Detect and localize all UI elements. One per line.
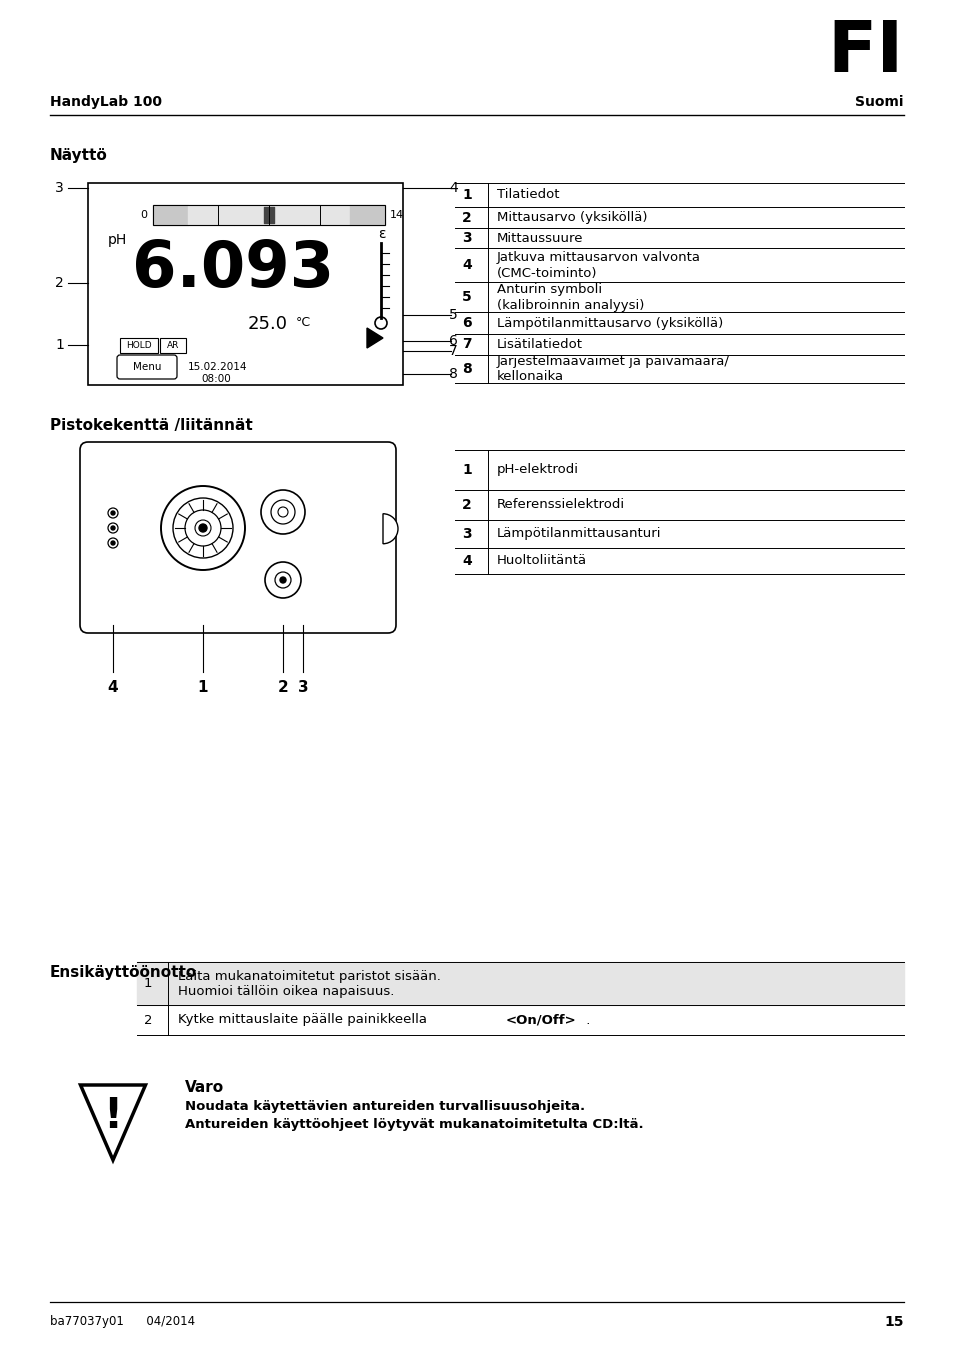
Text: Kytke mittauslaite päälle painikkeella: Kytke mittauslaite päälle painikkeella <box>178 1014 431 1026</box>
Circle shape <box>111 541 115 545</box>
Text: Anturin symboli
(kalibroinnin analyysi): Anturin symboli (kalibroinnin analyysi) <box>497 282 643 312</box>
Text: ε: ε <box>377 227 385 242</box>
Text: 3: 3 <box>461 231 471 244</box>
Text: Lämpötilanmittausanturi: Lämpötilanmittausanturi <box>497 528 660 540</box>
Text: 1: 1 <box>55 338 64 352</box>
Text: 0: 0 <box>140 211 147 220</box>
Text: Varo: Varo <box>185 1080 224 1095</box>
Text: 6: 6 <box>449 333 457 348</box>
Bar <box>88 184 402 385</box>
Text: 15.02.2014: 15.02.2014 <box>188 362 247 373</box>
Text: 1: 1 <box>461 463 471 477</box>
Wedge shape <box>382 514 397 544</box>
Circle shape <box>280 576 286 583</box>
Circle shape <box>111 526 115 531</box>
FancyBboxPatch shape <box>80 441 395 633</box>
Text: Noudata käytettävien antureiden turvallisuusohjeita.: Noudata käytettävien antureiden turvalli… <box>185 1100 584 1112</box>
Text: Mittausarvo (yksiköllä): Mittausarvo (yksiköllä) <box>497 211 647 224</box>
Text: 2: 2 <box>461 211 471 224</box>
Text: Pistokekenttä /liitännät: Pistokekenttä /liitännät <box>50 418 253 433</box>
Text: FI: FI <box>827 18 903 86</box>
Text: Antureiden käyttöohjeet löytyvät mukanatoimitetulta CD:ltä.: Antureiden käyttöohjeet löytyvät mukanat… <box>185 1118 643 1131</box>
Text: Suomi: Suomi <box>855 95 903 109</box>
FancyBboxPatch shape <box>117 355 177 379</box>
Text: 3: 3 <box>55 181 64 194</box>
Bar <box>160 338 186 352</box>
Text: <On/Off>: <On/Off> <box>505 1014 577 1026</box>
Text: 4: 4 <box>108 680 118 695</box>
Text: 6: 6 <box>461 316 471 329</box>
Text: 1: 1 <box>144 977 152 990</box>
Text: ba77037y01      04/2014: ba77037y01 04/2014 <box>50 1315 195 1328</box>
Text: 6.093: 6.093 <box>132 238 334 300</box>
Text: 5: 5 <box>461 290 471 304</box>
Text: 08:00: 08:00 <box>201 374 231 383</box>
Text: 2: 2 <box>144 1014 152 1026</box>
Text: 2: 2 <box>461 498 471 512</box>
Text: 3: 3 <box>297 680 308 695</box>
Text: Ensikäyttöönotto: Ensikäyttöönotto <box>50 965 197 980</box>
Text: °C: °C <box>295 316 311 329</box>
Text: Jatkuva mittausarvon valvonta
(CMC-toiminto): Jatkuva mittausarvon valvonta (CMC-toimi… <box>497 251 700 279</box>
Polygon shape <box>367 328 382 348</box>
Bar <box>120 338 158 352</box>
Text: 7: 7 <box>461 338 471 351</box>
Text: Mittaussuure: Mittaussuure <box>497 231 583 244</box>
Text: HOLD: HOLD <box>126 342 152 350</box>
Text: Laita mukanatoimitetut paristot sisään.: Laita mukanatoimitetut paristot sisään. <box>178 971 440 983</box>
Text: 14: 14 <box>390 211 404 220</box>
Text: 3: 3 <box>461 526 471 541</box>
Circle shape <box>199 524 207 532</box>
Text: .: . <box>581 1014 590 1026</box>
Text: Lämpötilanmittausarvo (yksiköllä): Lämpötilanmittausarvo (yksiköllä) <box>497 316 722 329</box>
Text: 2: 2 <box>55 275 64 290</box>
Text: Huomioi tällöin oikea napaisuus.: Huomioi tällöin oikea napaisuus. <box>178 986 394 998</box>
Text: pH: pH <box>108 234 127 247</box>
Text: 5: 5 <box>449 308 457 323</box>
Bar <box>152 205 385 225</box>
Text: 8: 8 <box>461 362 471 377</box>
Text: 2: 2 <box>277 680 288 695</box>
Text: 4: 4 <box>461 258 471 271</box>
Text: Lisätilatiedot: Lisätilatiedot <box>497 338 582 351</box>
Circle shape <box>111 512 115 514</box>
Text: HandyLab 100: HandyLab 100 <box>50 95 162 109</box>
Text: Tilatiedot: Tilatiedot <box>497 189 558 201</box>
Text: 25.0: 25.0 <box>248 315 288 333</box>
Text: 1: 1 <box>461 188 471 202</box>
Text: 7: 7 <box>449 344 457 358</box>
Text: Huoltoliitäntä: Huoltoliitäntä <box>497 555 586 567</box>
Text: !: ! <box>103 1095 122 1138</box>
Text: Järjestelmäavaimet ja päivämäärä/
kellonaika: Järjestelmäavaimet ja päivämäärä/ kellon… <box>497 355 729 383</box>
Text: 15: 15 <box>883 1315 903 1328</box>
Text: 8: 8 <box>449 367 457 381</box>
Text: 1: 1 <box>197 680 208 695</box>
Text: Näyttö: Näyttö <box>50 148 108 163</box>
Text: 4: 4 <box>461 554 471 568</box>
Text: 4: 4 <box>449 181 457 194</box>
Text: pH-elektrodi: pH-elektrodi <box>497 463 578 477</box>
Text: Menu: Menu <box>132 362 161 373</box>
Text: Referenssielektrodi: Referenssielektrodi <box>497 498 624 512</box>
Text: AR: AR <box>167 342 179 350</box>
